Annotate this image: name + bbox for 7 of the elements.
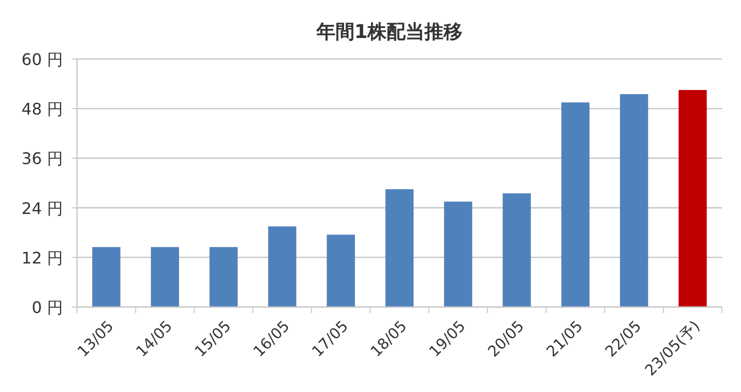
ytick: 12 円 <box>22 248 63 268</box>
ytick: 60 円 <box>22 50 63 69</box>
title: 年間1株配当推移 <box>316 21 463 43</box>
ytick: 24 円 <box>22 198 63 218</box>
ytick: 0 円 <box>32 298 63 317</box>
ytick: 48 円 <box>22 100 63 119</box>
ytick: 36 円 <box>22 149 63 168</box>
